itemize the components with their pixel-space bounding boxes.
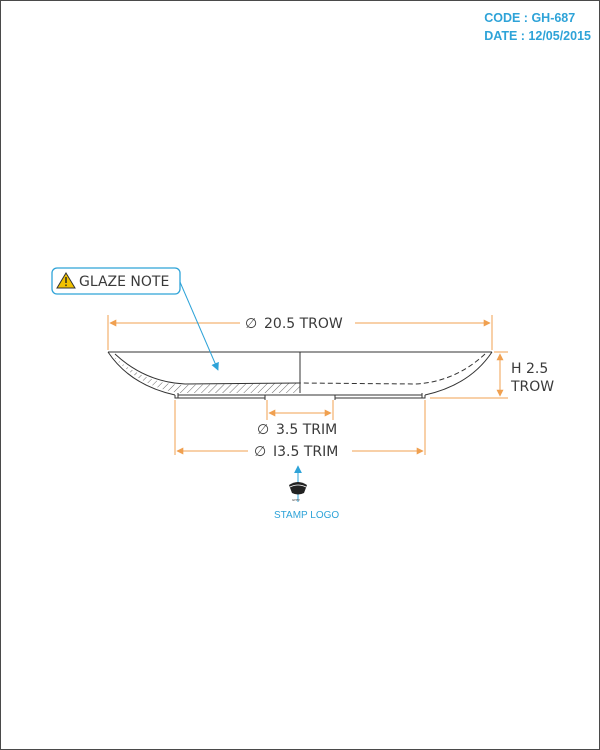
date-label: DATE : 12/05/2015	[484, 29, 591, 43]
dimensions	[107, 315, 508, 455]
left-inner-wall	[114, 353, 301, 385]
glaze-note-box	[51, 267, 181, 295]
glaze-note-label: GLAZE NOTE	[79, 274, 169, 290]
right-outer-wall	[424, 351, 493, 396]
foot-trim-symbol: ∅	[254, 444, 266, 460]
glaze-note-callout: GLAZE NOTE	[51, 267, 219, 371]
inner-trim-symbol: ∅	[257, 422, 269, 438]
inner-trim	[264, 395, 336, 400]
dimension-labels: ∅ 20.5 TROW H 2.5 TROW ∅ 3.5 TRIM ∅ I3.5…	[245, 316, 554, 460]
title-block: CODE : GH-687 DATE : 12/05/2015	[484, 9, 591, 45]
foot-trim-label: I3.5 TRIM	[273, 444, 338, 460]
stamp-logo-label: STAMP LOGO	[274, 510, 339, 521]
stamp-icon	[289, 482, 307, 495]
stamp-mark: ɢʜғᴘ	[292, 497, 300, 502]
stamp-logo: ɢʜғᴘ STAMP LOGO	[274, 465, 339, 521]
right-inner-hidden	[299, 353, 486, 385]
overall-diameter-label: 20.5 TROW	[264, 316, 343, 332]
section-hatch	[110, 353, 300, 393]
plate-profile	[107, 351, 493, 400]
foot-ring	[174, 393, 179, 399]
glaze-note-leader	[179, 281, 219, 371]
code-label: CODE : GH-687	[484, 11, 576, 25]
left-outer-wall	[107, 351, 176, 396]
height-unit-label: TROW	[510, 379, 554, 395]
inner-trim-label: 3.5 TRIM	[276, 422, 337, 438]
foot-ring-right	[421, 393, 426, 399]
height-value-label: H 2.5	[511, 361, 548, 377]
warning-triangle-icon	[56, 272, 76, 289]
overall-diameter-symbol: ∅	[245, 316, 257, 332]
